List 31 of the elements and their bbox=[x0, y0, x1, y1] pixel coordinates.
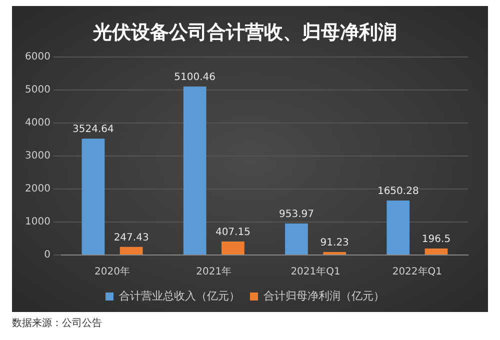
chart-title: 光伏设备公司合计营收、归母净利润 bbox=[92, 21, 397, 44]
x-tick-label: 2022年Q1 bbox=[392, 266, 442, 278]
data-label: 91.23 bbox=[320, 238, 349, 249]
bar bbox=[386, 200, 410, 254]
bar bbox=[82, 138, 105, 254]
bar bbox=[424, 248, 448, 254]
data-label: 953.97 bbox=[278, 209, 314, 220]
bar bbox=[323, 252, 346, 254]
data-label: 247.43 bbox=[114, 232, 149, 244]
legend-label: 合计营业总收入（亿元） bbox=[119, 289, 240, 302]
y-tick-label: 3000 bbox=[24, 150, 50, 162]
bar bbox=[222, 242, 244, 254]
data-label: 3524.64 bbox=[72, 124, 114, 136]
x-tick-label: 2021年Q1 bbox=[290, 266, 340, 278]
y-tick-label: 2000 bbox=[24, 184, 50, 195]
y-tick-label: 1000 bbox=[24, 216, 50, 228]
data-label: 5100.46 bbox=[174, 72, 216, 84]
legend-label: 合计归母净利润（亿元） bbox=[264, 289, 384, 302]
bar bbox=[285, 223, 308, 254]
y-tick-label: 0 bbox=[44, 250, 50, 261]
data-label: 196.5 bbox=[422, 234, 451, 246]
data-label: 407.15 bbox=[215, 227, 250, 238]
source-note: 数据来源：公司公告 bbox=[12, 318, 102, 329]
y-tick-label: 5000 bbox=[24, 84, 50, 96]
x-tick-label: 2021年 bbox=[196, 266, 232, 278]
y-tick-label: 4000 bbox=[24, 117, 50, 128]
y-tick-label: 6000 bbox=[24, 51, 50, 62]
data-label: 1650.28 bbox=[377, 186, 419, 198]
x-tick-label: 2020年 bbox=[94, 266, 130, 278]
bar bbox=[183, 86, 206, 254]
bar bbox=[120, 246, 143, 254]
